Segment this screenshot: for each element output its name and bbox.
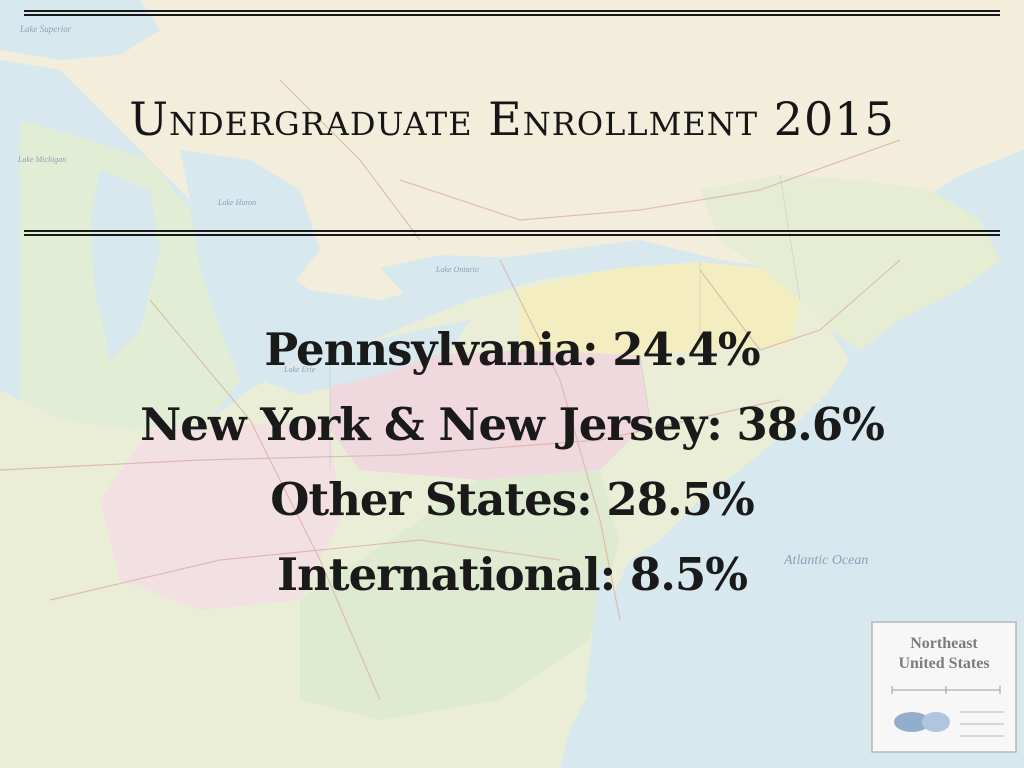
lake-erie-label: Lake Erie bbox=[283, 365, 316, 374]
lake-michigan-label: Lake Michigan bbox=[17, 155, 66, 164]
legend-logo-icon bbox=[894, 712, 950, 732]
chesapeake-bay bbox=[585, 560, 615, 700]
title-rule-top bbox=[24, 10, 1000, 16]
lake-ontario bbox=[380, 255, 540, 300]
lake-huron-label: Lake Huron bbox=[217, 198, 256, 207]
pennsylvania-region bbox=[330, 350, 650, 480]
legend-symbols bbox=[960, 711, 1004, 737]
ohio-region bbox=[100, 420, 340, 610]
new-england-land bbox=[700, 175, 1000, 350]
legend-title-line2: United States bbox=[898, 655, 989, 672]
stat-new-york-new-jersey: New York & New Jersey: 38.6% bbox=[140, 398, 885, 451]
lake-erie bbox=[260, 320, 470, 395]
new-york-region bbox=[520, 262, 800, 355]
map-legend-box: Northeast United States bbox=[871, 621, 1017, 753]
atlantic-ocean-label: Atlantic Ocean bbox=[783, 553, 868, 568]
borders bbox=[329, 174, 801, 470]
legend-scale-bar bbox=[891, 686, 1001, 694]
lake-michigan bbox=[90, 170, 160, 360]
legend-title-line1: Northeast bbox=[910, 635, 978, 652]
stat-international: International: 8.5% bbox=[277, 548, 748, 601]
stat-other-states: Other States: 28.5% bbox=[270, 473, 755, 526]
title-rule-bottom bbox=[24, 230, 1000, 236]
lake-huron bbox=[180, 150, 320, 300]
lake-superior-label: Lake Superior bbox=[19, 24, 72, 34]
virginia-region bbox=[300, 470, 620, 720]
roads bbox=[0, 79, 901, 701]
lake-ontario-label: Lake Ontario bbox=[435, 265, 479, 274]
slide-title: Undergraduate Enrollment 2015 bbox=[129, 92, 895, 146]
enrollment-stats: Pennsylvania: 24.4% New York & New Jerse… bbox=[0, 312, 1024, 612]
stat-pennsylvania: Pennsylvania: 24.4% bbox=[264, 323, 760, 376]
